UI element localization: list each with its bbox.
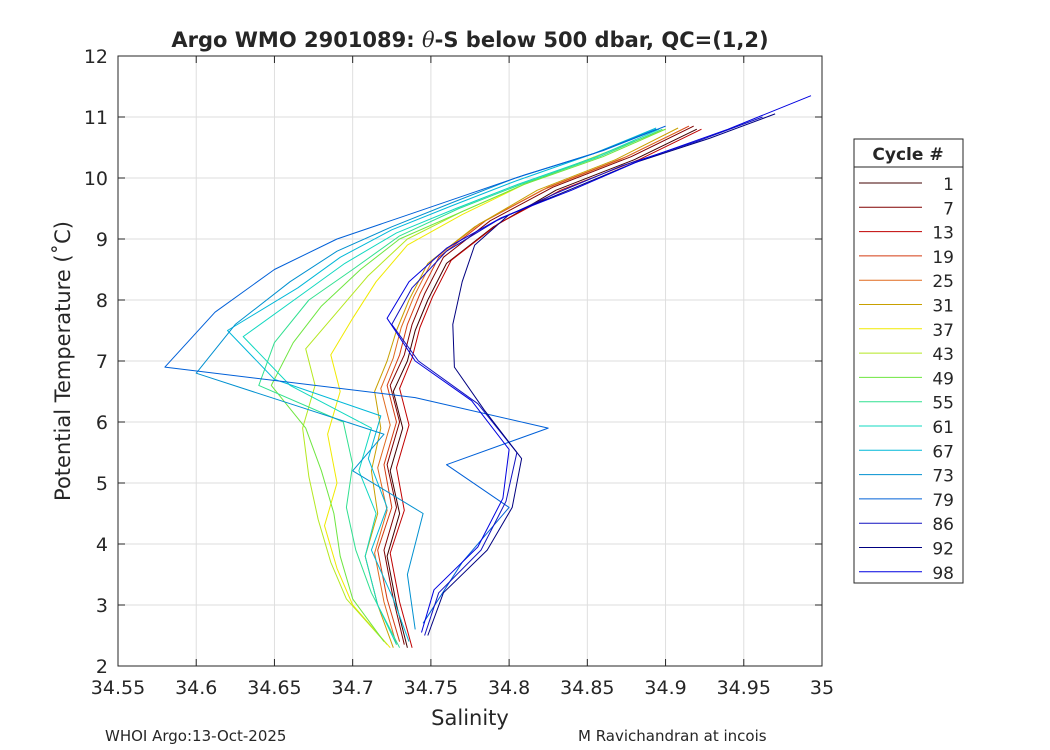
legend-label-1: 1 — [943, 175, 954, 195]
legend-label-7: 7 — [943, 199, 954, 219]
y-tick-label: 7 — [96, 351, 108, 373]
legend-label-67: 67 — [932, 442, 954, 462]
y-tick-label: 5 — [96, 473, 108, 495]
x-tick-label: 34.9 — [644, 677, 686, 699]
legend-label-49: 49 — [932, 369, 954, 389]
y-tick-label: 3 — [96, 595, 108, 617]
y-tick-label: 10 — [84, 168, 108, 190]
legend-title: Cycle # — [872, 145, 943, 165]
series-line-cycle-55 — [258, 128, 663, 648]
x-tick-label: 34.55 — [91, 677, 145, 699]
x-tick-label: 34.6 — [175, 677, 217, 699]
y-tick-label: 9 — [96, 229, 108, 251]
series-line-cycle-98 — [386, 95, 812, 633]
legend: Cycle # 1 7 13 19 25 31 37 43 49 55 61 67 73 79 86 92 98 — [853, 138, 964, 584]
legend-label-98: 98 — [932, 564, 954, 584]
legend-label-61: 61 — [932, 418, 954, 438]
legend-label-86: 86 — [932, 515, 954, 535]
legend-label-79: 79 — [932, 491, 954, 511]
y-axis-label: Potential Temperature (˚C) — [51, 221, 75, 501]
x-tick-label: 35 — [810, 677, 834, 699]
y-tick-label: 6 — [96, 412, 108, 434]
legend-label-73: 73 — [932, 467, 954, 487]
x-tick-label: 34.85 — [560, 677, 614, 699]
legend-label-13: 13 — [932, 224, 954, 244]
y-tick-label: 8 — [96, 290, 108, 312]
x-tick-label: 34.65 — [247, 677, 301, 699]
legend-label-92: 92 — [932, 540, 954, 560]
legend-label-25: 25 — [932, 272, 954, 292]
series-line-cycle-31 — [364, 127, 679, 648]
series-line-cycle-86 — [391, 116, 763, 636]
legend-label-31: 31 — [932, 297, 954, 317]
x-tick-label: 34.75 — [404, 677, 458, 699]
chart-title: Argo WMO 2901089: θ-S below 500 dbar, QC… — [171, 28, 768, 52]
footer-left: WHOI Argo:13-Oct-2025 — [105, 727, 286, 745]
series-line-cycle-61 — [242, 128, 660, 645]
y-tick-label: 2 — [96, 656, 108, 678]
series-line-cycle-79 — [164, 125, 666, 624]
x-tick-label: 34.8 — [488, 677, 530, 699]
series-line-cycle-67 — [227, 127, 657, 642]
series-line-cycle-13 — [389, 128, 702, 648]
title-suffix: -S below 500 dbar, QC=(1,2) — [435, 28, 769, 52]
series-layer — [164, 95, 812, 649]
footer-right: M Ravichandran at incois — [578, 727, 767, 745]
series-line-cycle-73 — [195, 128, 657, 630]
legend-label-55: 55 — [932, 394, 954, 414]
title-prefix: Argo WMO 2901089: — [171, 28, 422, 52]
legend-label-43: 43 — [932, 345, 954, 365]
series-line-cycle-37 — [324, 128, 666, 649]
y-tick-label: 12 — [84, 46, 108, 68]
legend-label-37: 37 — [932, 321, 954, 341]
legend-box — [853, 138, 964, 584]
series-line-cycle-25 — [374, 128, 684, 645]
y-axis-ticks: 2 3 4 5 6 7 8 9 10 11 12 — [84, 46, 822, 678]
series-line-cycle-92 — [427, 113, 776, 636]
series-line-cycle-7 — [383, 125, 694, 645]
legend-label-19: 19 — [932, 248, 954, 268]
x-tick-label: 34.7 — [332, 677, 374, 699]
y-tick-label: 4 — [96, 534, 108, 556]
x-axis-label: Salinity — [431, 706, 509, 730]
series-line-cycle-49 — [270, 128, 666, 642]
legend-entries: 1 7 13 19 25 31 37 43 49 55 61 67 73 79 86 92 98 — [859, 175, 954, 584]
title-theta: θ — [422, 28, 435, 52]
x-tick-label: 34.95 — [717, 677, 771, 699]
grid-lines — [117, 55, 823, 667]
y-tick-label: 11 — [84, 107, 108, 129]
x-axis-ticks: 34.55 34.6 34.65 34.7 34.75 34.8 34.85 34.9 34.9… — [91, 56, 834, 699]
